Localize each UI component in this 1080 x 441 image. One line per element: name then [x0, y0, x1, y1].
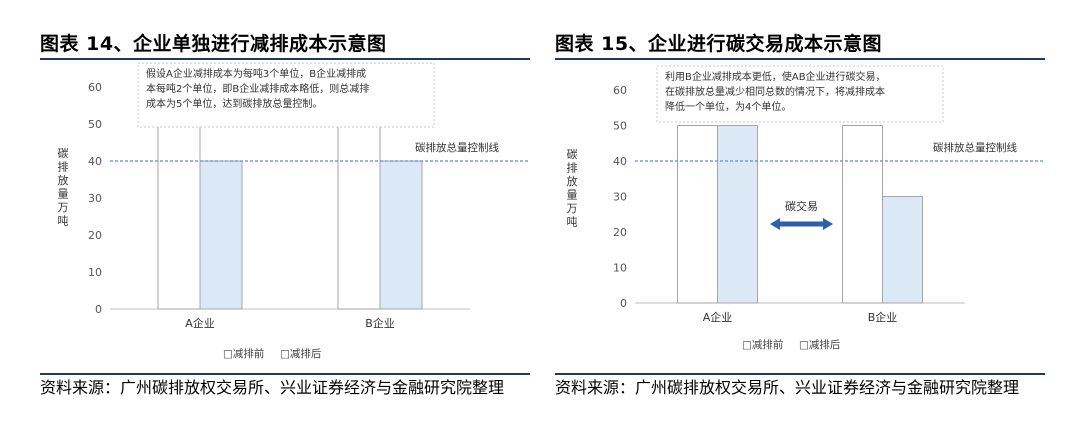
trade-annotation-label: 碳交易 — [785, 199, 818, 213]
y-axis-label-char: 排 — [58, 160, 69, 174]
y-tick-label: 60 — [88, 81, 102, 94]
y-tick-label: 10 — [88, 266, 102, 279]
legend-item-after: □减排后 — [799, 338, 840, 351]
figure-15-source: 资料来源：广州碳排放权交易所、兴业证券经济与金融研究院整理 — [555, 378, 1020, 397]
bar-before — [842, 125, 883, 304]
title-rule — [40, 58, 530, 60]
bar-before — [157, 123, 201, 310]
note-text-line: 利用B企业减排成本更低，使AB企业进行碳交易， — [665, 70, 886, 83]
bar-after — [717, 125, 758, 304]
y-tick-label: 0 — [95, 303, 102, 316]
y-axis-label-char: 吨 — [58, 215, 69, 228]
y-tick-label: 10 — [613, 262, 627, 275]
figure-15-title: 图表 15、企业进行碳交易成本示意图 — [555, 33, 883, 55]
title-rule — [555, 58, 1045, 60]
y-axis-label-char: 万 — [58, 201, 69, 214]
note-text-line: 本每吨2个单位，即B企业减排成本略低，则总减排 — [146, 82, 369, 95]
y-axis-label-char: 碳 — [58, 146, 69, 160]
source-rule — [555, 373, 1045, 375]
y-tick-label: 20 — [613, 226, 627, 239]
legend-item-before: □减排前 — [223, 347, 264, 360]
note-text-line: 在碳排放总量减少相同总数的情况下，将减排成本 — [665, 85, 885, 98]
figure-15-panel: 图表 15、企业进行碳交易成本示意图 碳排放量万吨 0 10 20 30 40 50 60 A企… — [555, 0, 1055, 441]
y-tick-label: 20 — [88, 229, 102, 242]
bar-after — [199, 160, 243, 310]
y-tick-label: 40 — [88, 155, 102, 168]
note-text-line: 降低一个单位，为4个单位。 — [665, 100, 791, 113]
reference-line-label: 碳排放总量控制线 — [415, 141, 499, 154]
x-category-label: A企业 — [703, 310, 733, 324]
y-tick-label: 50 — [88, 118, 102, 131]
y-axis-label-char: 放 — [567, 174, 578, 188]
y-axis-label-char: 万 — [567, 202, 578, 215]
bar-before — [337, 123, 381, 310]
y-axis-label-char: 放 — [58, 173, 69, 187]
note-box — [137, 62, 435, 128]
y-axis-label-char: 量 — [58, 188, 69, 201]
bar-before — [677, 125, 718, 304]
figure-14-title: 图表 14、企业单独进行减排成本示意图 — [40, 33, 387, 55]
x-category-label: A企业 — [185, 316, 215, 330]
figure-14-panel: 图表 14、企业单独进行减排成本示意图 碳排放量万吨 0 10 20 30 40 50 60 A… — [40, 0, 540, 441]
figure-14-source: 资料来源：广州碳排放权交易所、兴业证券经济与金融研究院整理 — [40, 378, 505, 397]
y-tick-label: 0 — [620, 297, 627, 310]
y-axis-label-char: 排 — [567, 161, 578, 175]
bar-after — [882, 196, 923, 304]
legend-item-after: □减排后 — [280, 347, 321, 360]
source-rule — [40, 373, 530, 375]
y-tick-label: 60 — [613, 84, 627, 97]
note-text-line: 成本为5个单位，达到碳排放总量控制。 — [146, 97, 322, 110]
y-tick-label: 30 — [88, 192, 102, 205]
y-axis-label-char: 碳 — [567, 147, 578, 161]
legend-item-before: □减排前 — [742, 338, 783, 351]
y-tick-label: 50 — [613, 120, 627, 133]
y-tick-label: 40 — [613, 155, 627, 168]
note-box — [656, 65, 944, 123]
y-tick-label: 30 — [613, 191, 627, 204]
reference-line-label: 碳排放总量控制线 — [933, 141, 1017, 154]
x-category-label: B企业 — [868, 310, 898, 324]
double-arrow-icon — [770, 218, 833, 230]
y-axis-label-char: 量 — [567, 189, 578, 202]
x-category-label: B企业 — [365, 316, 395, 330]
y-axis-label-char: 吨 — [567, 216, 578, 229]
bar-after — [379, 160, 423, 310]
note-text-line: 假设A企业减排成本为每吨3个单位，B企业减排成 — [146, 67, 366, 80]
